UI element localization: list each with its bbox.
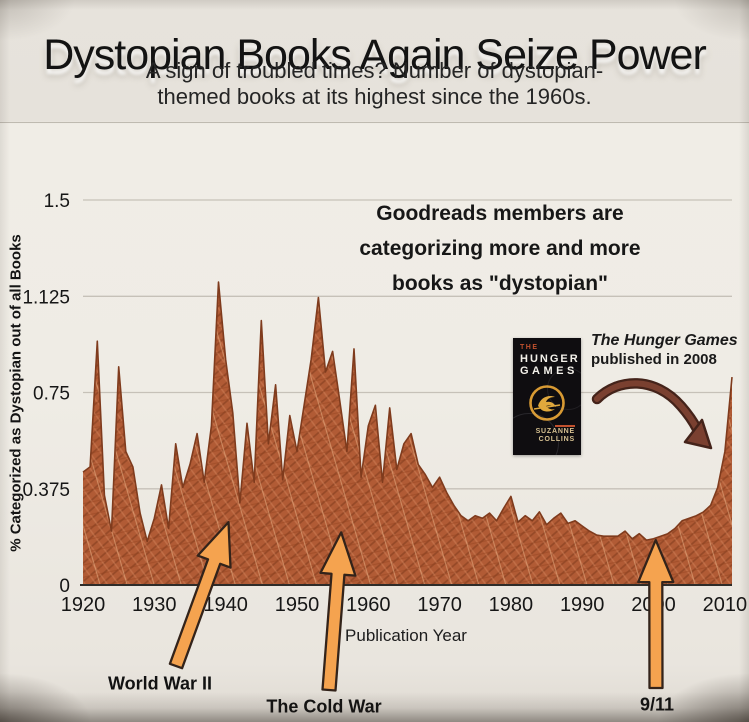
x-axis-title: Publication Year (345, 626, 467, 645)
y-tick-label: 0.375 (22, 480, 70, 501)
area-series (82, 281, 733, 584)
y-tick-label: 1.5 (44, 191, 70, 212)
x-tick-label: 1990 (560, 594, 605, 616)
event-label-world-war-2: World War II (107, 673, 213, 694)
event-label-cold-war: The Cold War (266, 696, 382, 717)
x-tick-label: 1980 (489, 594, 534, 616)
hunger-games-annotation-subtitle: published in 2008 (591, 351, 717, 368)
y-axis-title: % Categorized as Dystopian out of all Bo… (7, 234, 25, 552)
x-tick-label: 2010 (703, 594, 748, 616)
hunger-games-book-cover: THE HUNGER GAMES SUZANNE COLLINS (513, 338, 581, 455)
goodreads-annotation-line-2: categorizing more and more (359, 237, 641, 260)
book-cover-the: THE (520, 344, 539, 351)
hunger-games-annotation: The Hunger Games published in 2008 (591, 331, 738, 369)
book-cover-title-line-1: HUNGER (520, 353, 580, 365)
curved-arrow-stroke (594, 380, 700, 432)
goodreads-annotation-line-3: books as "dystopian" (392, 272, 608, 295)
x-tick-label: 1960 (346, 594, 391, 616)
x-tick-label: 1940 (203, 594, 248, 616)
x-tick-label: 1970 (417, 594, 462, 616)
goodreads-annotation: Goodreads members are categorizing more … (318, 196, 682, 301)
y-tick-label: 0.75 (33, 384, 70, 405)
goodreads-annotation-line-1: Goodreads members are (376, 202, 624, 225)
x-tick-label: 1930 (132, 594, 177, 616)
x-tick-label: 1950 (275, 594, 320, 616)
book-cover-rule (555, 425, 575, 427)
y-tick-label: 1.125 (22, 287, 70, 308)
x-tick-label: 1920 (61, 594, 106, 616)
book-cover-circle-decoration (547, 368, 581, 410)
area-fill (83, 282, 732, 584)
event-label-9-11: 9/11 (639, 694, 675, 715)
hunger-games-annotation-title: The Hunger Games (591, 332, 738, 349)
